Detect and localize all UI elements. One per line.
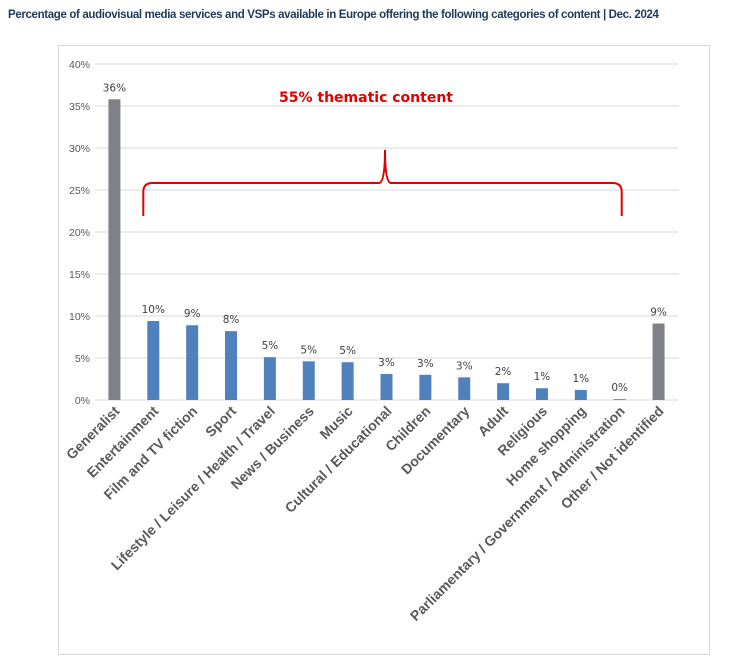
data-label: 3% <box>417 358 434 370</box>
data-label: 2% <box>495 366 512 378</box>
data-label: 5% <box>262 340 279 352</box>
bar <box>341 362 354 400</box>
y-tick-label: 30% <box>69 143 90 155</box>
bar <box>497 383 510 400</box>
data-label: 5% <box>300 344 317 356</box>
data-label: 10% <box>142 304 165 316</box>
data-label: 9% <box>184 308 201 320</box>
bar <box>652 323 665 400</box>
bar <box>458 377 471 400</box>
chart-frame <box>58 45 710 655</box>
y-tick-label: 25% <box>69 185 90 197</box>
bar <box>613 399 626 400</box>
data-label: 1% <box>534 371 551 383</box>
data-label: 5% <box>339 345 356 357</box>
y-tick-label: 35% <box>69 101 90 113</box>
x-tick-label: Documentary <box>398 403 473 478</box>
bar <box>302 361 315 400</box>
bar <box>147 321 160 400</box>
bar <box>108 99 121 400</box>
bar <box>225 331 238 400</box>
y-tick-label: 15% <box>69 269 90 281</box>
data-label: 3% <box>456 360 473 372</box>
y-tick-label: 5% <box>75 353 90 365</box>
bar <box>186 325 199 400</box>
bar <box>574 389 587 400</box>
y-tick-label: 20% <box>69 227 90 239</box>
annotation-label: 55% thematic content <box>279 90 453 106</box>
x-tick-label: Adult <box>475 403 512 440</box>
bar <box>535 388 548 400</box>
bar <box>419 374 432 400</box>
data-label: 36% <box>103 82 126 94</box>
bar <box>380 373 393 400</box>
data-label: 0% <box>611 382 628 394</box>
data-label: 9% <box>650 307 667 319</box>
y-tick-label: 10% <box>69 311 90 323</box>
data-label: 3% <box>378 357 395 369</box>
bar <box>263 357 276 400</box>
bracket-annotation <box>142 149 623 216</box>
chart-title: Percentage of audiovisual media services… <box>8 9 659 21</box>
data-label: 1% <box>572 373 589 385</box>
data-label: 8% <box>223 314 240 326</box>
y-tick-label: 0% <box>75 395 90 407</box>
y-tick-label: 40% <box>69 59 90 71</box>
